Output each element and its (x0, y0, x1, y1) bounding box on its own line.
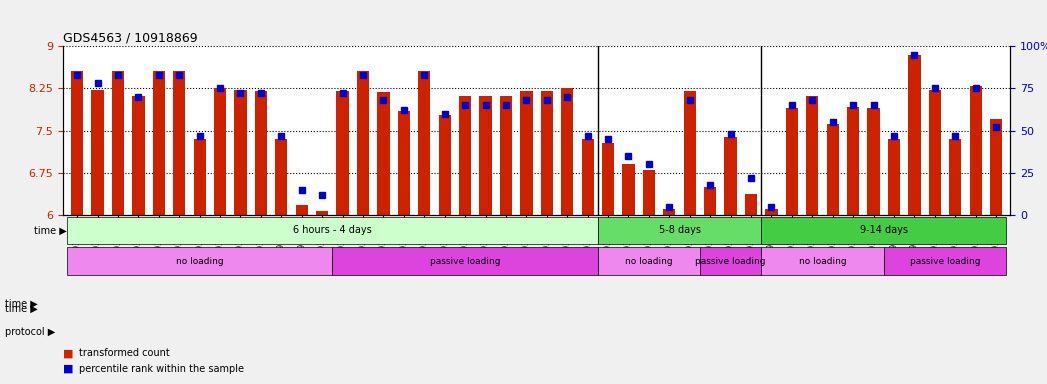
Bar (949, 139, 961, 215)
Bar (173, 71, 185, 215)
FancyBboxPatch shape (332, 247, 598, 275)
Bar (71, 71, 84, 215)
Bar (336, 91, 349, 215)
Bar (806, 96, 819, 215)
Text: time ▶: time ▶ (5, 298, 38, 308)
Text: ■: ■ (63, 348, 73, 358)
Bar (480, 96, 492, 215)
Bar (499, 96, 512, 215)
FancyBboxPatch shape (700, 247, 761, 275)
FancyBboxPatch shape (67, 247, 332, 275)
Bar (520, 91, 533, 215)
Text: ■: ■ (63, 364, 73, 374)
Bar (989, 119, 1002, 215)
Bar (459, 96, 471, 215)
Text: passive loading: passive loading (910, 257, 980, 266)
Bar (725, 137, 737, 215)
Text: passive loading: passive loading (430, 257, 500, 266)
FancyBboxPatch shape (67, 217, 598, 244)
Text: no loading: no loading (176, 257, 223, 266)
Bar (704, 187, 716, 215)
Bar (398, 111, 410, 215)
Bar (194, 139, 206, 215)
Bar (684, 91, 696, 215)
Bar (91, 90, 104, 215)
Bar (153, 71, 165, 215)
Text: time ▶: time ▶ (5, 304, 38, 314)
Bar (663, 209, 675, 215)
Text: 9-14 days: 9-14 days (860, 225, 908, 235)
Text: 5-8 days: 5-8 days (659, 225, 700, 235)
Bar (888, 139, 900, 215)
Bar (132, 96, 144, 215)
Bar (581, 139, 594, 215)
Bar (377, 92, 389, 215)
Bar (826, 124, 839, 215)
Bar (540, 91, 553, 215)
Text: passive loading: passive loading (695, 257, 765, 266)
Text: percentile rank within the sample: percentile rank within the sample (79, 364, 244, 374)
Bar (439, 115, 451, 215)
Bar (357, 71, 370, 215)
Bar (929, 90, 941, 215)
Bar (908, 55, 920, 215)
FancyBboxPatch shape (761, 247, 884, 275)
Bar (643, 170, 655, 215)
Bar (418, 71, 430, 215)
FancyBboxPatch shape (598, 217, 761, 244)
Text: protocol ▶: protocol ▶ (5, 327, 55, 337)
Text: no loading: no loading (625, 257, 673, 266)
Bar (867, 108, 879, 215)
FancyBboxPatch shape (761, 217, 1006, 244)
Bar (785, 108, 798, 215)
Bar (744, 194, 757, 215)
FancyBboxPatch shape (884, 247, 1006, 275)
Bar (561, 88, 574, 215)
Bar (275, 139, 288, 215)
Bar (622, 164, 634, 215)
Bar (214, 88, 226, 215)
FancyBboxPatch shape (598, 247, 700, 275)
Bar (295, 205, 308, 215)
Bar (254, 91, 267, 215)
Text: 6 hours - 4 days: 6 hours - 4 days (293, 225, 372, 235)
Text: time ▶: time ▶ (35, 225, 67, 235)
Bar (112, 71, 125, 215)
Bar (235, 90, 247, 215)
Bar (847, 107, 860, 215)
Bar (970, 86, 982, 215)
Text: no loading: no loading (799, 257, 846, 266)
Text: GDS4563 / 10918869: GDS4563 / 10918869 (63, 32, 198, 45)
Bar (602, 143, 615, 215)
Bar (765, 209, 778, 215)
Bar (316, 210, 329, 215)
Text: transformed count: transformed count (79, 348, 170, 358)
